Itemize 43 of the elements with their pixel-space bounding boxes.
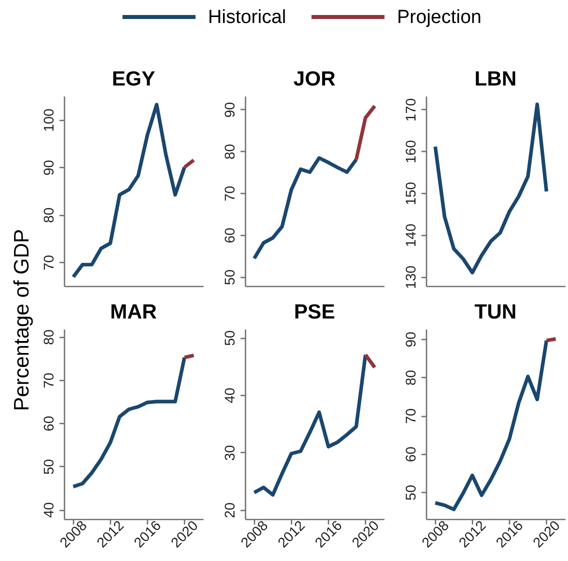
chart-title: TUN bbox=[474, 300, 517, 324]
line-series bbox=[433, 338, 548, 512]
chart-title: MAR bbox=[110, 300, 158, 324]
y-tick-label: 150 bbox=[402, 182, 418, 206]
line-series bbox=[252, 156, 358, 260]
y-tick-label: 130 bbox=[402, 265, 418, 289]
y-tick-label: 70 bbox=[40, 372, 56, 388]
y-axis-title: Percentage of GDP bbox=[10, 228, 34, 412]
y-tick-label: 40 bbox=[40, 502, 56, 518]
y-tick-label: 60 bbox=[402, 446, 418, 462]
y-tick-label: 80 bbox=[402, 370, 418, 386]
y-tick-label: 90 bbox=[402, 331, 418, 348]
y-tick-label: 80 bbox=[222, 144, 238, 160]
y-tick-label: 70 bbox=[222, 186, 238, 202]
y-tick-label: 70 bbox=[40, 254, 56, 271]
chart-title: PSE bbox=[294, 300, 336, 324]
y-tick-label: 160 bbox=[402, 140, 418, 164]
chart-title: JOR bbox=[293, 68, 336, 90]
line-series bbox=[433, 102, 548, 274]
y-tick-label: 30 bbox=[222, 444, 238, 461]
chart-title: EGY bbox=[112, 68, 156, 90]
y-tick-label: 60 bbox=[40, 416, 56, 432]
y-tick-label: 50 bbox=[402, 484, 418, 500]
line-series bbox=[252, 353, 368, 497]
y-tick-label: 50 bbox=[222, 330, 238, 346]
y-tick-label: 70 bbox=[402, 408, 418, 424]
line-series bbox=[71, 102, 186, 279]
y-tick-label: 170 bbox=[402, 98, 418, 122]
chart-title: LBN bbox=[474, 68, 517, 90]
y-tick-label: 80 bbox=[40, 207, 56, 224]
y-tick-label: 80 bbox=[40, 329, 56, 346]
y-tick-label: 40 bbox=[222, 388, 238, 404]
y-tick-label: 90 bbox=[40, 160, 56, 176]
legend-label: Historical bbox=[208, 7, 286, 28]
line-series bbox=[71, 356, 186, 488]
y-tick-label: 100 bbox=[40, 108, 56, 132]
legend-label: Projection bbox=[397, 7, 482, 28]
y-tick-label: 50 bbox=[222, 269, 238, 286]
y-tick-label: 140 bbox=[402, 224, 418, 248]
y-tick-label: 60 bbox=[222, 227, 238, 244]
y-tick-label: 90 bbox=[222, 102, 238, 118]
y-tick-label: 50 bbox=[40, 458, 56, 475]
y-tick-label: 20 bbox=[222, 502, 238, 518]
